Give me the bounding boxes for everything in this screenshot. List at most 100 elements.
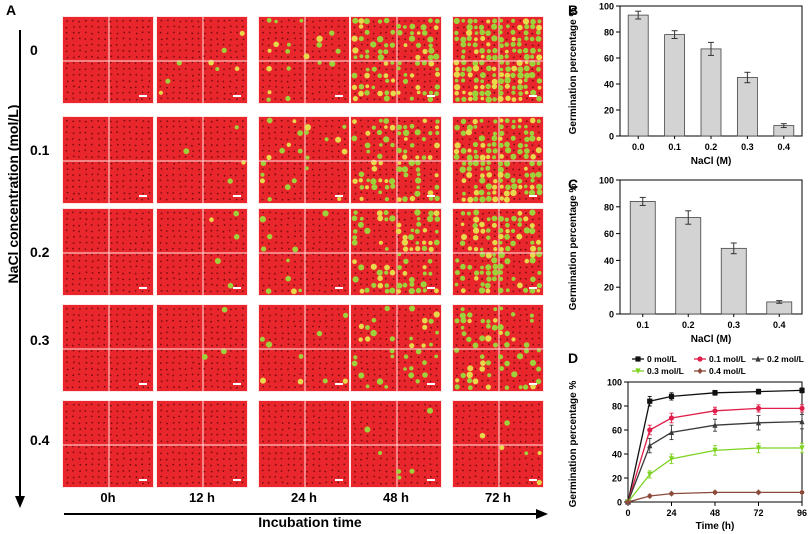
chart-b: 0 20 40 60 80 100 0.0 0.1 0.2 0.3 0.4 NaCl (M) Germi… — [568, 2, 803, 167]
series-line — [627, 420, 803, 503]
data-point — [647, 442, 653, 449]
seed-tray-photo — [452, 304, 544, 392]
seed-tray-photo — [258, 208, 350, 296]
x-tick-label: 48 — [710, 508, 720, 518]
y-tick-label: 20 — [612, 474, 622, 484]
data-point — [755, 355, 761, 362]
plot-frame — [619, 179, 803, 315]
x-tick-label: 0.3 — [741, 142, 754, 152]
scale-bar — [427, 195, 435, 197]
x-tick-label: 72 — [753, 508, 763, 518]
scale-bar — [139, 195, 147, 197]
data-point — [755, 419, 762, 426]
legend-item: 0 mol/L — [632, 354, 677, 364]
legend-label: 0 mol/L — [647, 354, 677, 364]
series-line — [627, 491, 802, 503]
bar — [720, 247, 747, 315]
panel-d-letter: D — [568, 350, 579, 366]
scale-bar — [529, 95, 537, 97]
data-point — [668, 415, 675, 421]
y-tick-label: 40 — [604, 80, 614, 90]
scale-bar — [233, 287, 241, 289]
panel-a-x-axis-title: Incubation time — [258, 514, 362, 530]
row-label-nacl: 0.2 — [30, 244, 50, 260]
panel-a-x-arrow — [64, 509, 548, 519]
data-point — [647, 492, 653, 500]
data-point — [799, 445, 805, 452]
data-point — [697, 356, 703, 362]
scale-bar — [233, 479, 241, 481]
y-tick-label: 80 — [604, 202, 614, 212]
y-tick-label: 60 — [604, 54, 614, 64]
x-tick-label: 0.3 — [727, 320, 740, 330]
data-point — [755, 489, 762, 496]
seed-tray-photo — [156, 208, 248, 296]
x-tick-label: 0.4 — [778, 142, 791, 152]
data-point — [647, 398, 653, 404]
seed-tray-photo — [452, 116, 544, 204]
y-tick-label: 100 — [599, 2, 614, 12]
y-tick-label: 20 — [604, 106, 614, 116]
y-tick-label: 60 — [604, 229, 614, 239]
seed-tray-photo — [62, 16, 154, 104]
scale-bar — [529, 287, 537, 289]
y-tick-label: 80 — [612, 402, 622, 412]
y-tick-label: 100 — [607, 378, 622, 388]
data-point — [668, 490, 675, 497]
scale-bar — [529, 383, 537, 385]
seed-tray-photo — [258, 400, 350, 488]
y-axis-label: Germination percentage % — [568, 184, 579, 311]
row-label-nacl: 0 — [30, 42, 38, 58]
seed-tray-photo — [350, 208, 442, 296]
x-tick-label: 0.1 — [668, 142, 681, 152]
scale-bar — [335, 383, 343, 385]
col-label-time: 72 h — [484, 490, 511, 505]
y-tick-label: 0 — [609, 310, 614, 320]
data-point — [755, 389, 762, 395]
data-point — [647, 427, 653, 433]
scale-bar — [427, 95, 435, 97]
row-label-nacl: 0.1 — [30, 142, 50, 158]
x-tick-label: 0.2 — [705, 142, 718, 152]
y-tick-label: 40 — [612, 450, 622, 460]
bar — [675, 217, 702, 315]
data-point — [668, 393, 675, 399]
col-label-time: 12 h — [188, 490, 215, 505]
seed-tray-photo — [258, 304, 350, 392]
x-tick-label: 0.0 — [632, 142, 645, 152]
x-axis-label: NaCl (M) — [691, 156, 732, 167]
y-axis-label: Germination percentage % — [568, 8, 579, 135]
scale-bar — [427, 383, 435, 385]
seed-tray-photo — [258, 16, 350, 104]
scale-bar — [139, 383, 147, 385]
y-tick-label: 20 — [604, 283, 614, 293]
data-point — [799, 489, 805, 496]
scale-bar — [139, 287, 147, 289]
y-tick-label: 0 — [609, 132, 614, 142]
panel-b-letter: B — [568, 2, 579, 18]
seed-tray-photo — [156, 116, 248, 204]
data-point — [712, 447, 718, 454]
data-point — [799, 418, 805, 425]
data-point — [635, 356, 641, 362]
data-point — [625, 498, 631, 506]
seed-tray-photo — [258, 116, 350, 204]
data-point — [668, 429, 675, 435]
legend-item: 0.1 mol/L — [694, 354, 746, 364]
x-tick-label: 0.4 — [773, 320, 786, 330]
panel-a-y-arrow — [15, 30, 25, 508]
seed-tray-photo — [62, 304, 154, 392]
scale-bar — [335, 287, 343, 289]
y-axis-label: Germination percentage % — [568, 381, 579, 508]
scale-bar — [335, 195, 343, 197]
seed-tray-photo — [350, 116, 442, 204]
bar — [627, 14, 649, 137]
data-point — [712, 408, 718, 414]
y-tick-label: 40 — [604, 256, 614, 266]
seed-tray-photo — [156, 400, 248, 488]
scale-bar — [335, 95, 343, 97]
legend-label: 0.4 mol/L — [709, 366, 746, 376]
data-point — [712, 422, 718, 428]
scale-bar — [139, 479, 147, 481]
legend-label: 0.1 mol/L — [709, 354, 746, 364]
